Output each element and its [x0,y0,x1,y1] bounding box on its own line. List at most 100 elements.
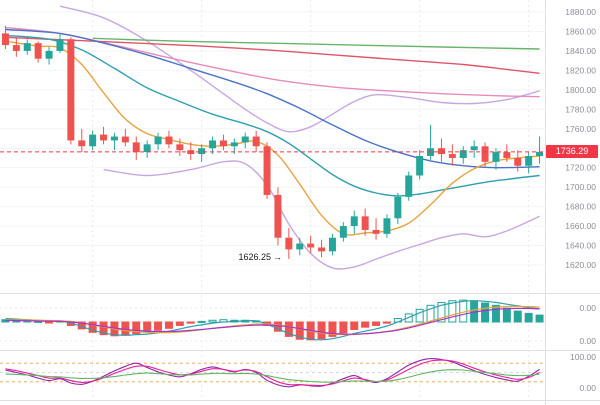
price-axis-label: 1880.00 [565,7,596,17]
grid-layer [0,0,545,400]
candle-body [394,196,402,219]
low-price-annotation: 1626.25 → [218,252,282,262]
ma-red [5,36,540,74]
candle-body [176,144,184,151]
candle-body [459,150,467,158]
candle-body [328,237,336,252]
bollinger-lower [103,160,540,270]
bollinger-upper [59,5,540,133]
candle-body [89,134,97,147]
candle-body [437,148,445,155]
ma-orange [5,40,540,236]
macd-lines [5,300,540,341]
price-axis-label: 1640.00 [565,241,596,251]
macd-bar [361,321,370,328]
candle-body [285,237,293,250]
macd-line-macd-purple [5,307,540,335]
oscillator-axis-label: 100.00 [570,352,596,362]
macd-bar [372,321,381,326]
price-axis-label: 1660.00 [565,221,596,231]
candle-body [405,175,413,197]
macd-bar [491,304,500,323]
macd-bar [339,321,348,334]
price-axis-label: 1840.00 [565,46,596,56]
low-price-label: 1626.25 [238,252,271,262]
macd-bar [437,301,446,323]
candle-body [492,152,500,162]
candle-body [318,247,326,252]
candle-body [219,140,227,147]
candle-body [481,146,489,162]
macd-bar [197,320,206,323]
candle-body [209,140,217,149]
overlay-ma-lines [5,5,540,270]
candle-body [78,140,86,147]
macd-bar [143,321,152,333]
candle-body [1,33,9,46]
macd-axis-label: 0.00 [579,336,596,346]
macd-bar [481,302,490,323]
price-axis-label: 1760.00 [565,124,596,134]
macd-bar [175,321,184,326]
price-axis-label: 1680.00 [565,202,596,212]
ma-green [92,37,540,50]
macd-bar [295,321,304,340]
candle-body [350,216,358,227]
candle-body [416,156,424,176]
oscillator-axis-label: 0.00 [579,383,596,393]
candle-body [154,136,162,145]
ma-teal [5,34,540,197]
candle-body [525,156,533,166]
candle-body [34,43,42,59]
candle-body [110,136,118,141]
macd-bar [99,321,108,336]
current-price-badge: 1736.29 [546,145,598,158]
macd-axis-label: 0.00 [579,303,596,313]
candle-body [132,142,140,153]
candle-body [143,144,151,153]
price-axis-label: 1800.00 [565,85,596,95]
candle-body [165,136,173,145]
macd-bar [284,321,293,337]
price-axis-label: 1860.00 [565,26,596,36]
candle-body [263,146,271,195]
candle-body [536,151,544,157]
price-axis-label: 1720.00 [565,163,596,173]
macd-bar [502,307,511,323]
price-axis-label: 1820.00 [565,65,596,75]
price-axis-label: 1620.00 [565,260,596,270]
candle-body [67,39,75,141]
candle-body [503,152,511,158]
candle-body [514,157,522,166]
candle-body [241,136,249,143]
macd-line-dif [5,300,540,341]
macd-bar [154,321,163,331]
candle-body [23,43,31,51]
candle-body [12,45,20,51]
macd-bar [273,321,282,332]
oscillator-line-d [5,359,540,387]
macd-bar [535,314,544,323]
price-axis-label: 1780.00 [565,104,596,114]
macd-bar [524,312,533,323]
macd-bar [132,321,141,334]
candle-body [372,229,380,234]
candle-body [339,226,347,238]
macd-bar [186,321,195,324]
ma-blue [5,28,540,169]
oscillator-lines [5,357,540,388]
price-axis-label: 1700.00 [565,182,596,192]
macd-bar [350,321,359,330]
macd-bar [328,321,337,337]
candle-body [121,136,129,143]
candle-body [448,154,456,158]
macd-bar [382,321,391,324]
candle-body [252,136,260,147]
candles-layer [1,25,544,259]
candle-body [274,194,282,238]
macd-histogram [1,299,544,341]
macd-bar [317,321,326,340]
macd-bar [208,319,217,323]
